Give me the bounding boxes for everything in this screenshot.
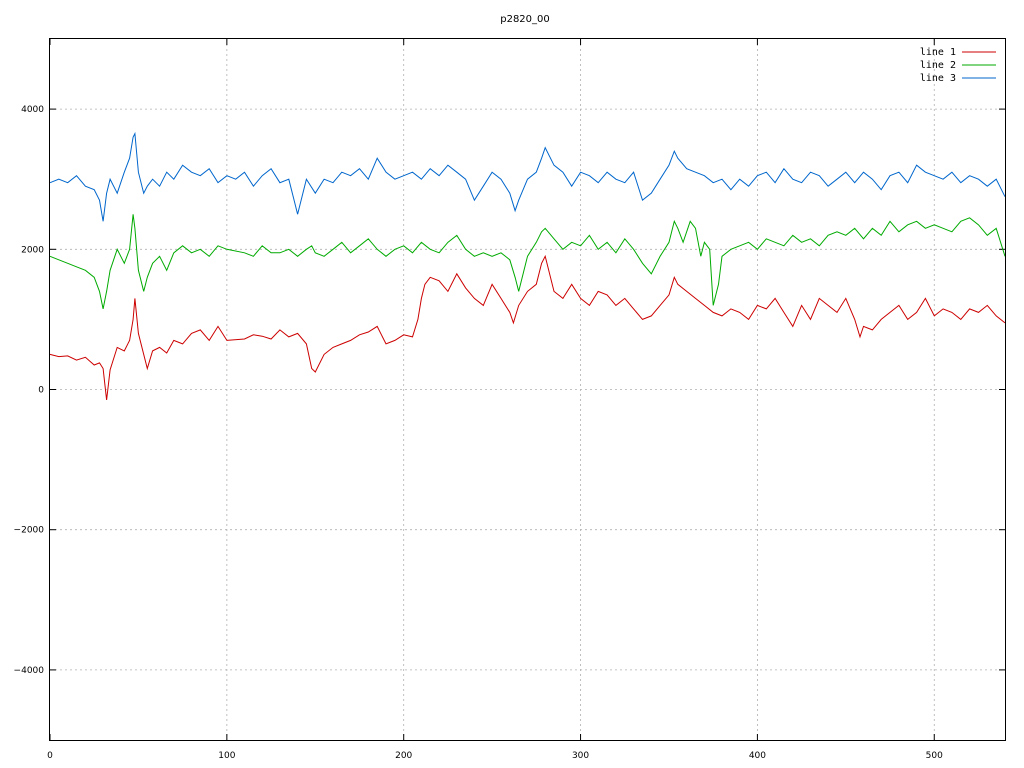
axis-ticks: 0 100 200 300 400 500 −4000 −2000 0 2000 4000 [14, 39, 1005, 761]
legend-label-3: line 3 [920, 73, 956, 84]
series-lines [49, 131, 1006, 401]
plot-frame [49, 38, 1006, 741]
y-tick-label: 4000 [21, 105, 44, 115]
series-line-3 [49, 131, 1006, 222]
x-tick-label: 400 [749, 751, 766, 761]
legend-label-1: line 1 [920, 47, 956, 58]
y-tick-label: 2000 [21, 245, 44, 255]
x-tick-label: 500 [926, 751, 943, 761]
x-tick-label: 0 [47, 751, 53, 761]
y-tick-label: −2000 [14, 526, 45, 536]
y-tick-label: −4000 [14, 666, 45, 676]
grid [50, 39, 1005, 740]
x-tick-label: 200 [395, 751, 412, 761]
x-tick-label: 100 [218, 751, 235, 761]
series-line-2 [49, 214, 1006, 310]
series-line-1 [49, 254, 1006, 401]
x-tick-label: 300 [572, 751, 589, 761]
y-tick-label: 0 [38, 386, 44, 396]
legend: line 1 line 2 line 3 [920, 47, 996, 84]
chart-title: p2820_00 [500, 14, 550, 25]
legend-label-2: line 2 [920, 60, 956, 71]
